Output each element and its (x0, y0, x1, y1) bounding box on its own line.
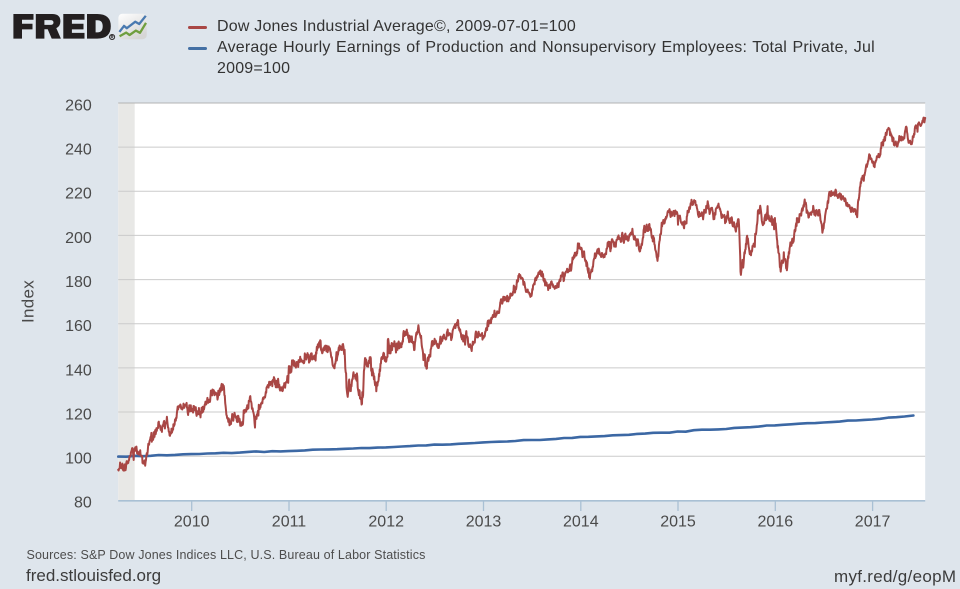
svg-text:260: 260 (65, 97, 92, 114)
svg-text:2017: 2017 (855, 514, 891, 531)
svg-text:Index: Index (19, 280, 38, 323)
svg-text:180: 180 (65, 274, 92, 291)
svg-text:200: 200 (65, 230, 92, 247)
svg-text:220: 220 (65, 186, 92, 203)
svg-text:2014: 2014 (563, 514, 599, 531)
svg-text:140: 140 (65, 362, 92, 379)
svg-text:2013: 2013 (466, 514, 502, 531)
svg-text:2012: 2012 (368, 514, 404, 531)
svg-text:120: 120 (65, 406, 92, 423)
svg-text:2016: 2016 (758, 514, 794, 531)
svg-text:240: 240 (65, 142, 92, 159)
svg-text:160: 160 (65, 318, 92, 335)
svg-text:2010: 2010 (174, 514, 210, 531)
svg-text:100: 100 (65, 451, 92, 468)
svg-text:80: 80 (74, 495, 92, 512)
svg-text:2011: 2011 (272, 514, 307, 531)
svg-text:2015: 2015 (660, 514, 696, 531)
